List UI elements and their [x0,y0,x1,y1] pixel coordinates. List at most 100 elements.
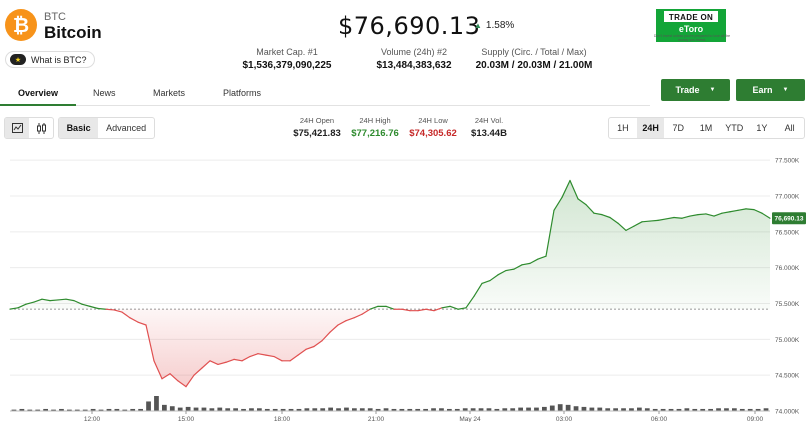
volume-bar [565,404,571,411]
range-1h[interactable]: 1H [617,123,629,133]
price-line-segment [433,307,443,312]
price-line-segment [25,301,35,305]
price-line-segment [73,300,83,305]
volume-bar [454,408,460,411]
basic-mode-button[interactable]: Basic [59,118,99,138]
price-line-segment [705,213,715,217]
price-line-segment [289,354,299,362]
volume-bar [27,409,33,411]
coin-name: Bitcoin [44,23,102,42]
etoro-ad-banner[interactable]: TRADE ON eToro [656,9,726,42]
volume-bar [637,407,642,411]
volume-bar [415,408,421,411]
volume-bar [557,404,563,411]
what-is-btc-button[interactable]: ★ What is BTC? [5,51,95,68]
price-line-segment [201,360,211,369]
volume-bar [462,408,468,411]
range-1y[interactable]: 1Y [756,123,768,133]
tab-bar: Overview News Markets Platforms [0,80,650,106]
line-chart-button[interactable] [5,118,29,138]
volume-bar [739,408,745,411]
volume-bar [249,408,254,411]
volume-bar [431,408,436,411]
price-line-segment [209,360,219,366]
candlestick-chart-button[interactable] [29,118,53,138]
trade-button[interactable]: Trade ▼ [661,79,730,101]
y-tick-label: 74.000K [775,409,800,416]
x-tick-label: May 24 [459,416,481,422]
range-7d[interactable]: 7D [672,123,685,133]
current-price-tag [772,212,806,225]
price-line-segment [585,203,595,214]
volume-bar [272,408,278,411]
x-tick-label: 15:00 [178,416,195,422]
volume-bar [193,407,199,411]
price-line-segment [665,216,675,220]
ohlc-volume: 24H Vol. $13.44B [464,116,514,139]
volume-bar [11,409,17,411]
earn-button[interactable]: Earn ▼ [736,79,805,101]
range-ytd[interactable]: YTD [725,123,744,133]
range-all[interactable]: All [784,123,795,133]
volume-bar [328,407,333,411]
price-line-segment [721,211,731,214]
tab-platforms[interactable]: Platforms [223,88,262,98]
price-line-segment [505,268,515,272]
volume-bar [676,408,682,411]
range-1m[interactable]: 1M [699,123,713,133]
volume-bar [660,408,666,411]
price-chart[interactable]: 77.500K 77.000K 76.500K 76.000K 75.500K 75.00… [0,145,810,422]
earn-label: Earn [752,85,773,95]
price-line-segment [57,298,67,301]
volume-bar [716,408,721,411]
price-line-segment [225,358,235,363]
volume-bar [257,408,262,411]
volume-bar [122,409,128,411]
price-line-segment [297,348,307,356]
volume-bar [613,408,618,411]
price-line-segment [561,179,571,199]
volume-bar [383,408,389,411]
ohlc-high: 24H High $77,216.76 [346,116,404,139]
volume-bar [59,408,64,411]
y-tick-label: 75.500K [775,301,800,308]
tab-markets[interactable]: Markets [153,88,186,98]
price-line-segment [489,274,499,282]
volume-bar [747,408,753,411]
price-line-segment [513,264,523,270]
market-cap-value: $1,536,379,090,225 [242,60,332,71]
price-line-segment [425,308,435,312]
price-line-segment [697,213,707,216]
volume-bar [90,408,96,411]
volume-label: Volume (24h) #2 [380,47,448,57]
volume-bar [542,406,547,411]
volume-bar [162,404,167,411]
price-line-segment [161,373,171,380]
caret-down-icon: ▼ [709,87,716,93]
market-cap-stat: Market Cap. #1 $1,536,379,090,225 [222,47,352,71]
volume-bar [74,409,80,411]
volume-bar [169,406,175,411]
advanced-mode-button[interactable]: Advanced [106,123,147,133]
x-tick-label: 06:00 [651,416,668,422]
price-area-below-open [10,309,770,387]
price-line-segment [41,298,51,302]
range-24h[interactable]: 24H [636,118,665,138]
price-line-segment [249,353,259,358]
volume-stat: Volume (24h) #2 $13,484,383,632 [352,47,476,71]
candlestick-icon [36,122,46,134]
volume-bar [35,409,41,411]
chart-type-toggle [4,117,54,139]
price-line-segment [329,324,339,333]
volume-bar [755,408,761,411]
tab-news[interactable]: News [93,88,116,98]
x-tick-label: 03:00 [556,416,573,422]
volume-bar [478,408,484,411]
tab-overview[interactable]: Overview [18,88,59,98]
x-tick-label: 09:00 [747,416,764,422]
volume-bar [138,408,143,411]
volume-bar [486,408,492,411]
price-line-segment [121,311,131,319]
price-line-segment [345,317,355,322]
ad-disclaimer: Don't invest unless you're prepared to l… [653,34,731,42]
